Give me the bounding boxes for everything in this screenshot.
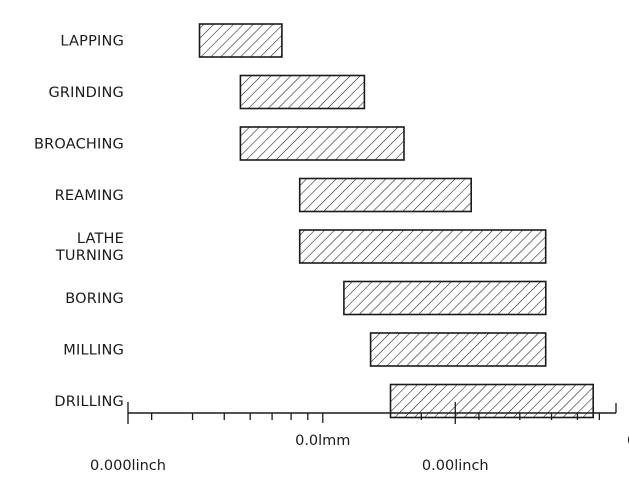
range-bar <box>239 126 405 161</box>
category-label: BORING <box>65 291 124 307</box>
range-bar <box>298 177 473 213</box>
category-label: BROACHING <box>34 137 124 153</box>
range-bar <box>343 280 547 316</box>
mm-tick-label: 0.lmm <box>627 433 629 449</box>
range-bar <box>389 383 594 419</box>
range-bar <box>239 74 366 110</box>
mm-tick-label: 0.0lmm <box>295 433 350 449</box>
category-label: LATHE TURNING <box>55 231 124 264</box>
category-label: DRILLING <box>54 394 124 410</box>
range-bar <box>198 23 283 58</box>
inch-tick-label: 0.000linch <box>90 458 166 474</box>
range-bar <box>298 229 547 264</box>
category-label: GRINDING <box>48 85 124 101</box>
range-bar <box>369 332 547 367</box>
category-label: REAMING <box>55 188 124 204</box>
bars <box>198 23 594 419</box>
category-label: LAPPING <box>60 34 124 50</box>
inch-tick-label: 0.00linch <box>422 458 489 474</box>
category-labels: LAPPING GRINDING BROACHING REAMING LATHE TURN… <box>34 34 124 411</box>
category-label: MILLING <box>63 343 124 359</box>
